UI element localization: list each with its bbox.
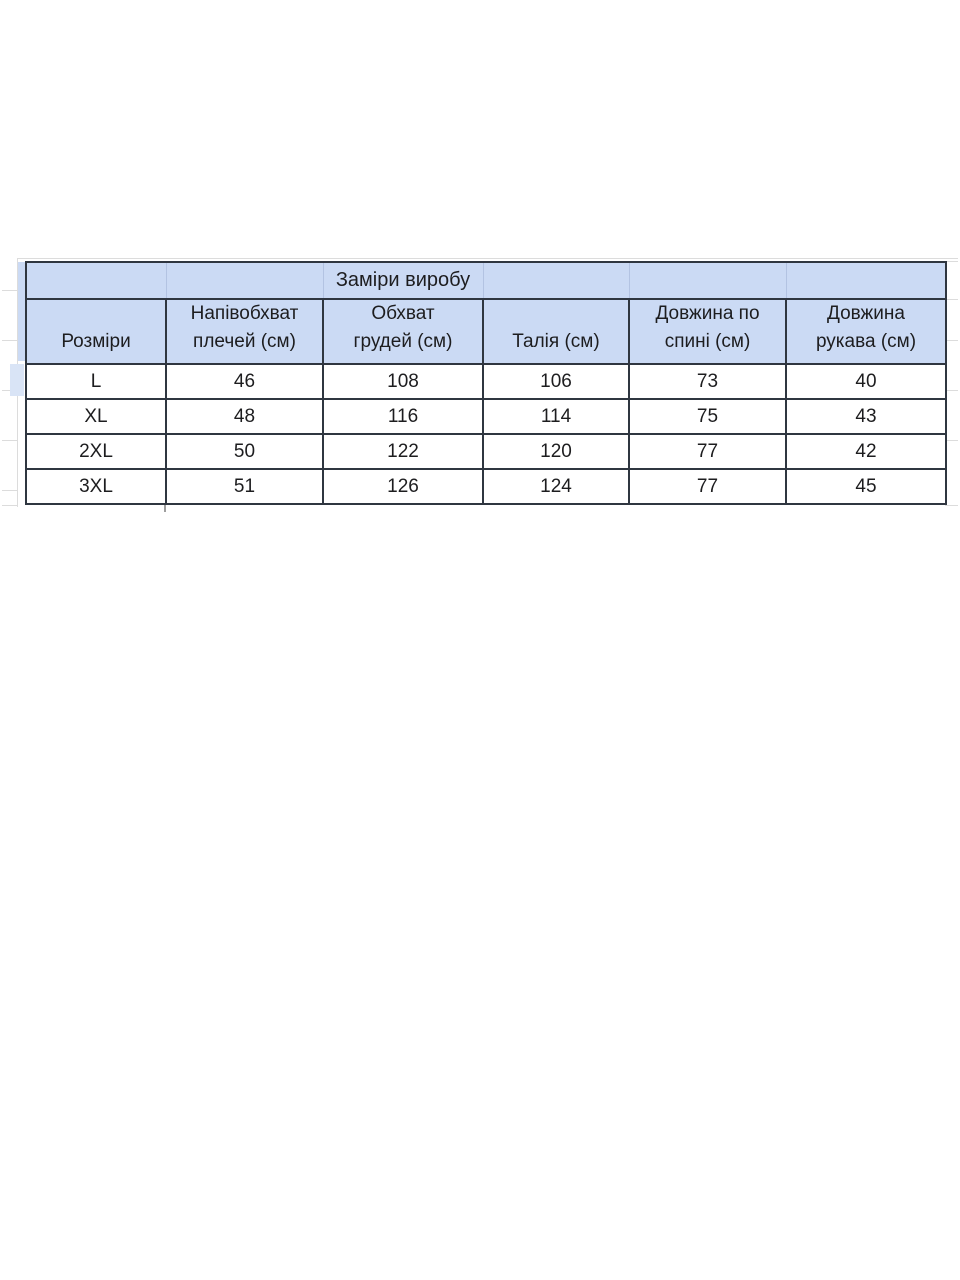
title-row-cell <box>482 261 630 300</box>
size-label: L <box>25 363 167 400</box>
cell-value: 116 <box>322 398 484 435</box>
col-header-sizes: Розміри <box>25 298 167 365</box>
cell-value: 75 <box>628 398 787 435</box>
title-row-cell <box>165 261 324 300</box>
size-label: 3XL <box>25 468 167 505</box>
header-fill-spill <box>18 262 25 361</box>
gridline-right-tick <box>945 261 958 262</box>
size-chart-table: Заміри виробу Розміри Напівобхват плечей… <box>25 261 947 505</box>
gridline-right-tick <box>945 299 958 300</box>
title-row-cell <box>25 261 167 300</box>
cell-value: 106 <box>482 363 630 400</box>
gridline-left-tick <box>2 440 17 441</box>
cell-value: 120 <box>482 433 630 470</box>
column-header-row: Розміри Напівобхват плечей (см) Обхват г… <box>25 298 947 365</box>
col-header-sleeve-length: Довжина рукава (см) <box>785 298 947 365</box>
col-header-shoulder: Напівобхват плечей (см) <box>165 298 324 365</box>
cell-value: 40 <box>785 363 947 400</box>
cell-value: 122 <box>322 433 484 470</box>
cell-value: 43 <box>785 398 947 435</box>
gridline-left-tick <box>2 390 17 391</box>
gridline-right-tick <box>945 505 958 506</box>
table-row-l: L 46 108 106 73 40 <box>25 363 947 400</box>
row-l-highlight-marker <box>10 364 24 396</box>
gridline-top <box>17 258 958 259</box>
title-row-cell <box>785 261 947 300</box>
cell-value: 45 <box>785 468 947 505</box>
cell-value: 77 <box>628 433 787 470</box>
table-title-row: Заміри виробу <box>25 261 947 300</box>
cell-value: 77 <box>628 468 787 505</box>
cell-value: 50 <box>165 433 324 470</box>
table-row-3xl: 3XL 51 126 124 77 45 <box>25 468 947 505</box>
table-title: Заміри виробу <box>322 261 484 300</box>
gridline-left-tick <box>2 290 17 291</box>
cell-value: 108 <box>322 363 484 400</box>
gridline-left-tick <box>2 490 17 491</box>
gridline-right-tick <box>945 340 958 341</box>
cell-value: 126 <box>322 468 484 505</box>
cell-value: 51 <box>165 468 324 505</box>
gridline-right-tick <box>945 390 958 391</box>
table-row-2xl: 2XL 50 122 120 77 42 <box>25 433 947 470</box>
gridline-bottom-stub <box>164 503 166 512</box>
gridline-left-tick <box>2 505 17 506</box>
cell-value: 114 <box>482 398 630 435</box>
cell-value: 46 <box>165 363 324 400</box>
table-row-xl: XL 48 116 114 75 43 <box>25 398 947 435</box>
size-label: 2XL <box>25 433 167 470</box>
col-header-waist: Талія (см) <box>482 298 630 365</box>
title-row-cell <box>628 261 787 300</box>
cell-value: 73 <box>628 363 787 400</box>
gridline-left-tick <box>2 340 17 341</box>
size-label: XL <box>25 398 167 435</box>
col-header-back-length: Довжина по спині (см) <box>628 298 787 365</box>
col-header-chest: Обхват грудей (см) <box>322 298 484 365</box>
cell-value: 48 <box>165 398 324 435</box>
gridline-right-tick <box>945 440 958 441</box>
cell-value: 124 <box>482 468 630 505</box>
cell-value: 42 <box>785 433 947 470</box>
